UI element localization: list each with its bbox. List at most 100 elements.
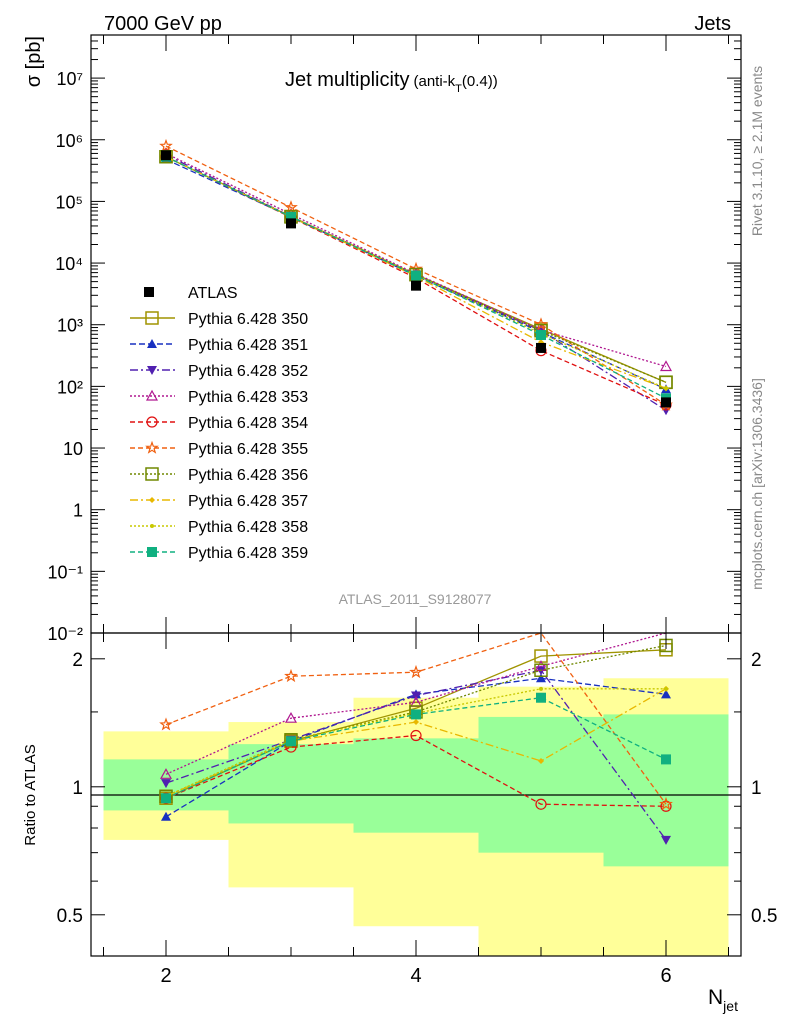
legend-label: Pythia 6.428 358 <box>188 519 308 536</box>
data-point <box>284 668 298 683</box>
chart-title: Jet multiplicity (anti-kT(0.4)) <box>285 69 498 95</box>
legend-label: Pythia 6.428 354 <box>188 415 308 432</box>
ratio-series-line <box>161 692 671 804</box>
ratio-line <box>165 632 667 805</box>
main-panel-frame <box>90 34 742 634</box>
y-tick-label: 10⁴ <box>55 254 83 274</box>
legend-label: ATLAS <box>188 285 238 302</box>
atlas-data-point <box>286 218 296 229</box>
data-point <box>145 467 159 481</box>
data-point <box>536 692 546 703</box>
data-point <box>661 835 671 845</box>
data-point <box>411 270 421 281</box>
chart-title-main: Jet multiplicity <box>285 69 409 91</box>
y-tick-label: 10⁷ <box>56 69 83 89</box>
data-point <box>664 686 668 691</box>
data-point <box>145 440 159 454</box>
x-axis-ticks: 2 4 6 <box>103 35 729 987</box>
legend: ATLAS Pythia 6.428 350 Pythia 6.428 351 Pyt… <box>130 285 308 562</box>
stat-band-green <box>478 716 604 853</box>
ratio-tick-label-right: 1 <box>751 778 762 799</box>
ratio-tick-label-right: 2 <box>751 650 762 671</box>
legend-label: Pythia 6.428 353 <box>188 389 308 406</box>
ratio-tick-label: 2 <box>72 650 83 671</box>
legend-marker <box>144 287 154 297</box>
data-point <box>661 754 671 765</box>
series-line <box>165 152 667 368</box>
data-point <box>161 811 171 821</box>
header-left: 7000 GeV pp <box>104 13 222 35</box>
side-label-mcplots: mcplots.cern.ch [arXiv:1306.3436] <box>749 378 765 590</box>
x-axis-label: Njet <box>708 986 738 1014</box>
data-point <box>659 360 673 372</box>
atlas-data-point <box>536 342 546 353</box>
main-panel: 10⁻² 10⁻¹ 1 10 10² 10³ 10⁴ 10⁵ 10⁶ 10⁷ <box>47 34 742 644</box>
x-axis-label-sub: jet <box>722 998 738 1014</box>
data-point <box>539 686 543 691</box>
y-tick-label: 1 <box>73 501 83 521</box>
chart-title-tail: (0.4)) <box>462 73 498 90</box>
legend-label: Pythia 6.428 355 <box>188 441 308 458</box>
data-point <box>661 689 671 699</box>
data-point <box>660 800 672 812</box>
x-tick-label: 2 <box>160 965 171 987</box>
ratio-tick-label: 0.5 <box>57 906 83 927</box>
main-axis-ticks: 10⁻² 10⁻¹ 1 10 10² 10³ 10⁴ 10⁵ 10⁶ 10⁷ <box>47 34 741 644</box>
data-point <box>159 138 173 152</box>
ratio-tick-label-right: 0.5 <box>751 906 777 927</box>
data-point <box>284 711 298 723</box>
ratio-tick-label: 1 <box>72 778 83 799</box>
data-point <box>159 768 173 779</box>
legend-label: Pythia 6.428 352 <box>188 363 308 380</box>
atlas-data-point <box>411 280 421 291</box>
y-tick-label: 10³ <box>57 316 83 336</box>
y-tick-label: 10⁶ <box>56 131 83 151</box>
legend-label: Pythia 6.428 357 <box>188 493 308 510</box>
data-point <box>411 709 421 720</box>
data-point <box>536 673 546 683</box>
data-point <box>538 757 544 764</box>
y-axis-label: σ [pb] <box>23 36 45 87</box>
header-right: Jets <box>694 13 731 35</box>
stat-band-green <box>228 744 354 824</box>
legend-label: Pythia 6.428 351 <box>188 337 308 354</box>
ratio-axis-ticks: 0.5 0.5 1 1 2 2 <box>57 650 778 927</box>
y-tick-label: 10 <box>63 439 83 459</box>
data-point <box>147 366 157 375</box>
data-point <box>146 416 158 428</box>
data-point <box>535 798 547 810</box>
atlas-data <box>161 150 671 408</box>
data-point <box>150 524 154 528</box>
ratio-series-line <box>159 632 673 811</box>
data-point <box>286 736 296 747</box>
y-tick-label: 10⁵ <box>56 192 83 212</box>
data-point <box>659 796 673 811</box>
legend-label: Pythia 6.428 359 <box>188 545 308 562</box>
data-point <box>147 339 157 348</box>
data-point <box>145 311 159 325</box>
ratio-series <box>159 632 673 845</box>
atlas-data-point <box>161 150 171 161</box>
data-point <box>413 719 419 726</box>
atlas-data-point <box>661 397 671 408</box>
data-point <box>161 793 171 804</box>
legend-label: Pythia 6.428 350 <box>188 311 308 328</box>
ratio-line <box>165 734 667 807</box>
data-point <box>159 717 173 731</box>
watermark: ATLAS_2011_S9128077 <box>339 591 492 607</box>
x-tick-label: 6 <box>660 965 671 987</box>
data-point <box>409 664 423 679</box>
data-point <box>161 779 171 789</box>
y-tick-label: 10⁻² <box>47 624 83 644</box>
ratio-line <box>165 632 667 775</box>
side-label-rivet: Rivet 3.1.10, ≥ 2.1M events <box>749 66 765 236</box>
data-point <box>284 200 298 214</box>
data-point <box>410 729 422 742</box>
chart-title-suffix: (anti-k <box>413 73 455 90</box>
stat-band-green <box>353 738 479 833</box>
series-line <box>165 145 667 406</box>
ratio-panel: 0.5 0.5 1 1 2 2 <box>57 632 778 957</box>
data-point <box>409 267 423 282</box>
chart-title-sub: T <box>455 83 462 95</box>
